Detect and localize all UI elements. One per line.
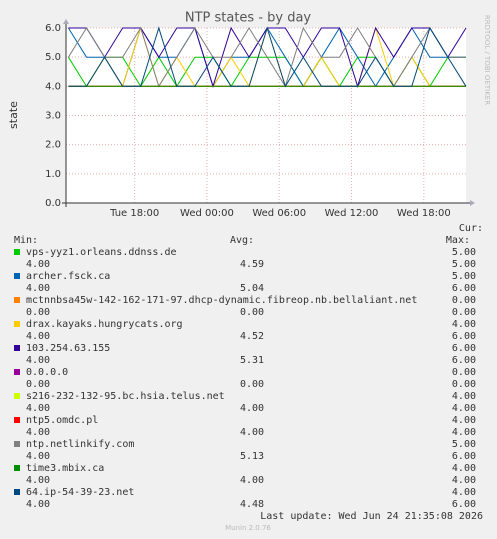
x-tick-label: Tue 18:00	[109, 208, 159, 219]
legend-avg: 4.00	[240, 475, 264, 486]
legend-swatch	[14, 489, 20, 495]
legend-cur: 4.00	[452, 319, 476, 330]
legend-min: 4.00	[26, 355, 50, 366]
legend-cur: 0.00	[452, 295, 476, 306]
legend-swatch	[14, 441, 20, 447]
legend-name: time3.mbix.ca	[26, 463, 104, 474]
legend-avg: 5.13	[240, 451, 264, 462]
legend-max: 4.00	[452, 475, 476, 486]
legend-name: 64.ip-54-39-23.net	[26, 487, 134, 498]
y-axis-arrow	[63, 19, 69, 24]
legend-max: 6.00	[452, 451, 476, 462]
legend-min: 4.00	[26, 403, 50, 414]
y-tick-label: 0.0	[45, 198, 61, 209]
legend-max: 5.00	[452, 259, 476, 270]
legend-max: 4.00	[452, 403, 476, 414]
legend-cur: 5.00	[452, 439, 476, 450]
legend-cur: 4.00	[452, 391, 476, 402]
legend-swatch	[14, 465, 20, 471]
x-tick-label: Wed 06:00	[252, 208, 306, 219]
legend-name: archer.fsck.ca	[26, 271, 110, 282]
y-tick-label: 5.0	[45, 52, 61, 63]
x-axis-arrow	[470, 200, 475, 206]
legend-max: 0.00	[452, 307, 476, 318]
legend-min: 4.00	[26, 283, 50, 294]
x-tick-label: Wed 12:00	[325, 208, 379, 219]
legend-header: Cur:	[459, 223, 483, 234]
legend-header: Max:	[446, 235, 470, 246]
legend-name: ntp5.omdc.pl	[26, 415, 98, 426]
legend-avg: 4.48	[240, 499, 264, 510]
legend-min: 0.00	[26, 379, 50, 390]
legend-swatch	[14, 369, 20, 375]
legend-min: 4.00	[26, 499, 50, 510]
legend-max: 6.00	[452, 331, 476, 342]
series-line	[68, 26, 467, 88]
legend-swatch	[14, 297, 20, 303]
x-tick-label: Wed 18:00	[397, 208, 451, 219]
footer: Munin 2.0.76	[225, 524, 271, 532]
legend-cur: 5.00	[452, 271, 476, 282]
y-tick-label: 1.0	[45, 169, 61, 180]
chart-title: NTP states - by day	[185, 11, 312, 26]
y-tick-label: 3.0	[45, 111, 61, 122]
legend-swatch	[14, 249, 20, 255]
legend-name: mctnnbsa45w-142-162-171-97.dhcp-dynamic.…	[26, 295, 417, 306]
legend-name: drax.kayaks.hungrycats.org	[26, 319, 183, 330]
legend-avg: 4.52	[240, 331, 264, 342]
legend-max: 4.00	[452, 427, 476, 438]
legend-avg: 4.00	[240, 427, 264, 438]
legend-name: 103.254.63.155	[26, 343, 110, 354]
legend-min: 4.00	[26, 427, 50, 438]
y-tick-label: 6.0	[45, 23, 61, 34]
y-axis-label: state	[7, 101, 20, 129]
legend-name: vps-yyz1.orleans.ddnss.de	[26, 247, 177, 258]
y-tick-label: 4.0	[45, 81, 61, 92]
legend-swatch	[14, 393, 20, 399]
legend-cur: 0.00	[452, 367, 476, 378]
x-tick-label: Wed 00:00	[180, 208, 234, 219]
y-tick-label: 2.0	[45, 140, 61, 151]
legend-cur: 4.00	[452, 487, 476, 498]
legend-name: 0.0.0.0	[26, 367, 68, 378]
legend-header: Min:	[14, 235, 38, 246]
legend-avg: 5.31	[240, 355, 264, 366]
legend-min: 4.00	[26, 259, 50, 270]
legend-cur: 6.00	[452, 343, 476, 354]
legend-cur: 4.00	[452, 463, 476, 474]
legend-max: 6.00	[452, 499, 476, 510]
side-text: RRDTOOL / TOBI OETIKER	[483, 15, 491, 105]
legend-avg: 0.00	[240, 307, 264, 318]
legend-min: 4.00	[26, 451, 50, 462]
legend-avg: 4.00	[240, 403, 264, 414]
series-line	[67, 26, 466, 88]
legend-swatch	[14, 417, 20, 423]
legend-swatch	[14, 273, 20, 279]
last-update: Last update: Wed Jun 24 21:35:08 2026	[260, 511, 483, 522]
legend-swatch	[14, 321, 20, 327]
legend-min: 4.00	[26, 475, 50, 486]
legend-name: ntp.netlinkify.com	[26, 439, 134, 450]
legend-avg: 0.00	[240, 379, 264, 390]
legend-min: 0.00	[26, 307, 50, 318]
legend-max: 0.00	[452, 379, 476, 390]
legend-header: Avg:	[230, 235, 254, 246]
legend-swatch	[14, 345, 20, 351]
legend-avg: 4.59	[240, 259, 264, 270]
legend-cur: 5.00	[452, 247, 476, 258]
legend-cur: 4.00	[452, 415, 476, 426]
legend-name: s216-232-132-95.bc.hsia.telus.net	[26, 391, 225, 402]
legend-min: 4.00	[26, 331, 50, 342]
legend-max: 6.00	[452, 283, 476, 294]
legend-max: 6.00	[452, 355, 476, 366]
legend-avg: 5.04	[240, 283, 264, 294]
